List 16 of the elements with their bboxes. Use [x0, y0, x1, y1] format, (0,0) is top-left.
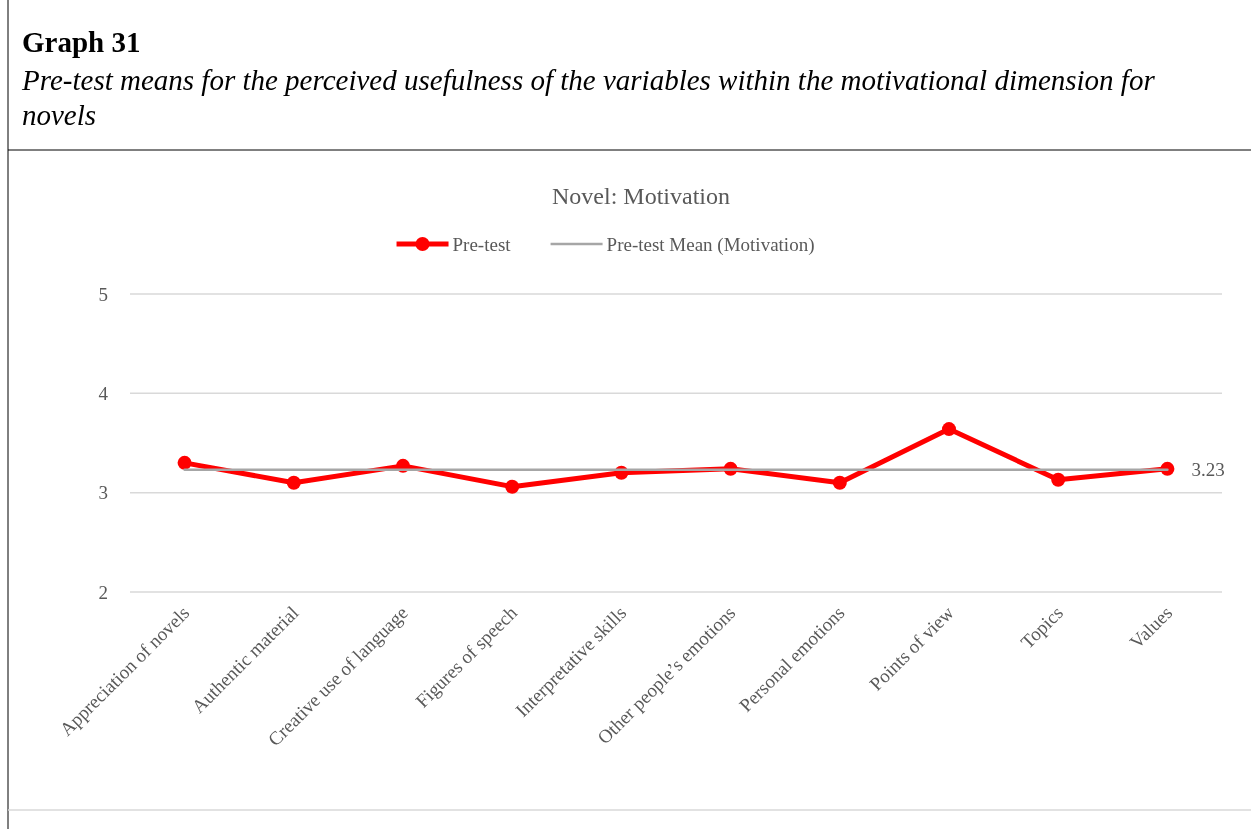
y-tick-label: 2	[98, 581, 108, 603]
chart-subtitle: Pre-test means for the perceived usefulness of the variables within the motivational dimension for novels	[21, 64, 1156, 131]
point	[286, 475, 301, 490]
point	[1051, 472, 1066, 487]
point	[832, 475, 847, 490]
legend-label: Pre-test	[452, 233, 512, 255]
text: Novel: Motivation	[552, 183, 730, 209]
chart-title: Graph 31	[22, 26, 141, 58]
point	[942, 422, 956, 437]
y-tick-label: 4	[98, 382, 109, 404]
point	[505, 479, 520, 494]
legend-label: Pre-test Mean (Motivation)	[606, 233, 815, 256]
point	[177, 455, 192, 470]
y-tick-label: 5	[98, 283, 108, 305]
y-tick-label: 3	[98, 482, 108, 504]
data-label: 3.23	[1191, 459, 1225, 481]
